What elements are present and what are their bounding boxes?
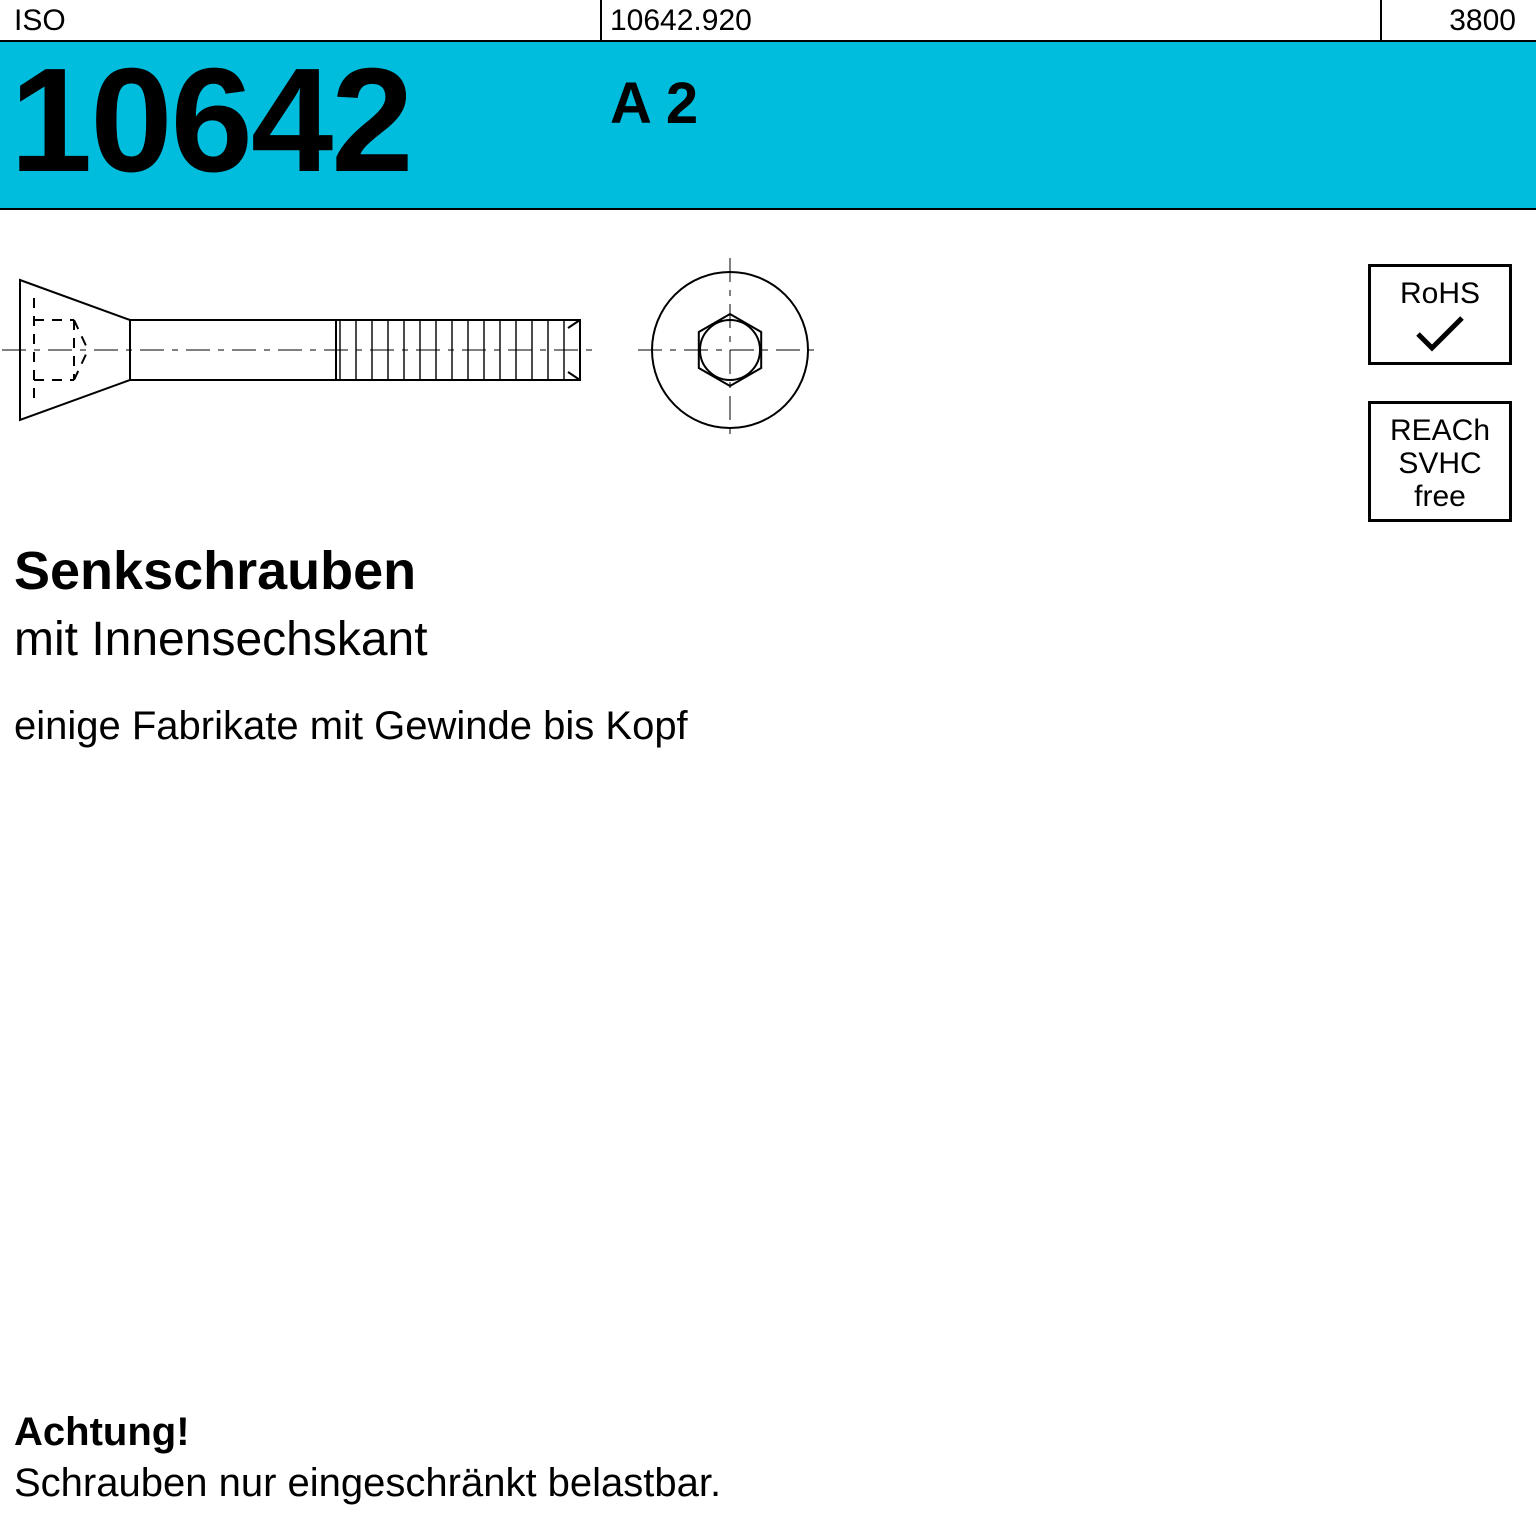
reach-label-2: SVHC — [1377, 447, 1503, 480]
warning-text: Schrauben nur eingeschränkt belastbar. — [14, 1461, 721, 1506]
warning-heading: Achtung! — [14, 1410, 721, 1455]
compliance-badges: RoHS REACh SVHC free — [1368, 264, 1512, 558]
product-title: Senkschrauben — [14, 540, 688, 602]
standard-code: 10642 — [10, 36, 412, 206]
reach-label-1: REACh — [1377, 414, 1503, 447]
header-divider-1 — [600, 0, 602, 42]
header-code: 10642.920 — [610, 4, 752, 38]
reach-label-3: free — [1377, 480, 1503, 513]
product-subtitle: mit Innensechskant — [14, 610, 688, 670]
rohs-label: RoHS — [1377, 277, 1503, 310]
warning-block: Achtung! Schrauben nur eingeschränkt bel… — [14, 1410, 721, 1506]
technical-drawing — [0, 240, 1536, 500]
header-standard: ISO — [14, 4, 66, 38]
product-description: Senkschrauben mit Innensechskant einige … — [14, 540, 688, 749]
header-divider-2 — [1380, 0, 1382, 42]
rohs-badge: RoHS — [1368, 264, 1512, 365]
product-note: einige Fabrikate mit Gewinde bis Kopf — [14, 704, 688, 749]
checkmark-icon — [1412, 312, 1468, 356]
material-grade: A 2 — [610, 70, 698, 137]
reach-badge: REACh SVHC free — [1368, 401, 1512, 522]
header-number: 3800 — [1449, 4, 1516, 38]
title-band: 10642 A 2 — [0, 42, 1536, 210]
